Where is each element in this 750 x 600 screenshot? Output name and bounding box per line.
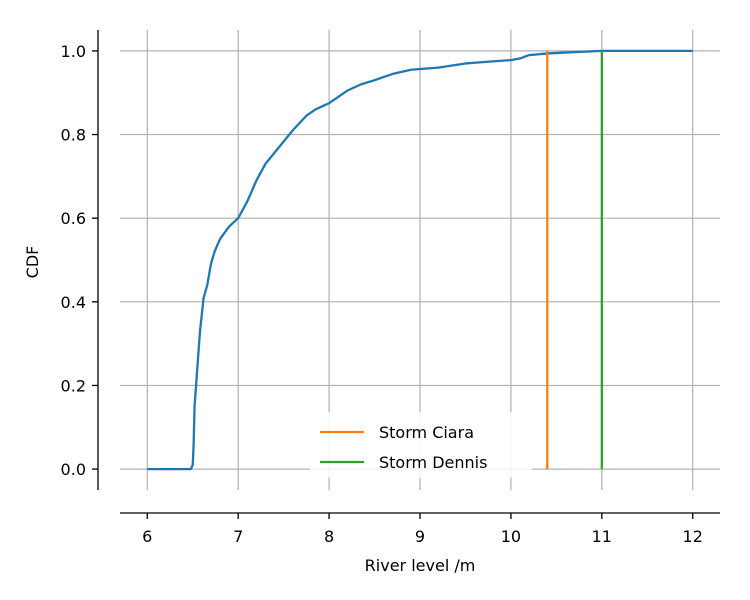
series-layer [147,49,693,471]
x-tick-label: 12 [683,527,703,546]
y-tick-label: 0.4 [61,293,86,312]
x-tick-label: 8 [324,527,334,546]
storm-dennis-legend-label: Storm Dennis [379,453,487,472]
y-tick-label: 0.0 [61,460,86,479]
x-tick-label: 10 [501,527,521,546]
y-tick-label: 0.6 [61,209,86,228]
y-tick-label: 0.2 [61,376,86,395]
x-tick-label: 7 [233,527,243,546]
y-tick-label: 1.0 [61,42,86,61]
x-tick-label: 11 [592,527,612,546]
legend: Storm Ciara Storm Dennis [310,412,532,478]
cdf-line [147,49,693,471]
y-tick-label: 0.8 [61,126,86,145]
legend-box [310,412,532,478]
y-axis-label: CDF [23,246,42,279]
x-axis-label: River level /m [365,556,476,575]
x-tick-label: 6 [142,527,152,546]
x-tick-label: 9 [415,527,425,546]
storm-ciara-legend-label: Storm Ciara [379,423,474,442]
axes-layer: 6 7 8 9 10 11 12 0.0 0.2 0.4 0.6 0.8 1.0 [61,30,720,546]
